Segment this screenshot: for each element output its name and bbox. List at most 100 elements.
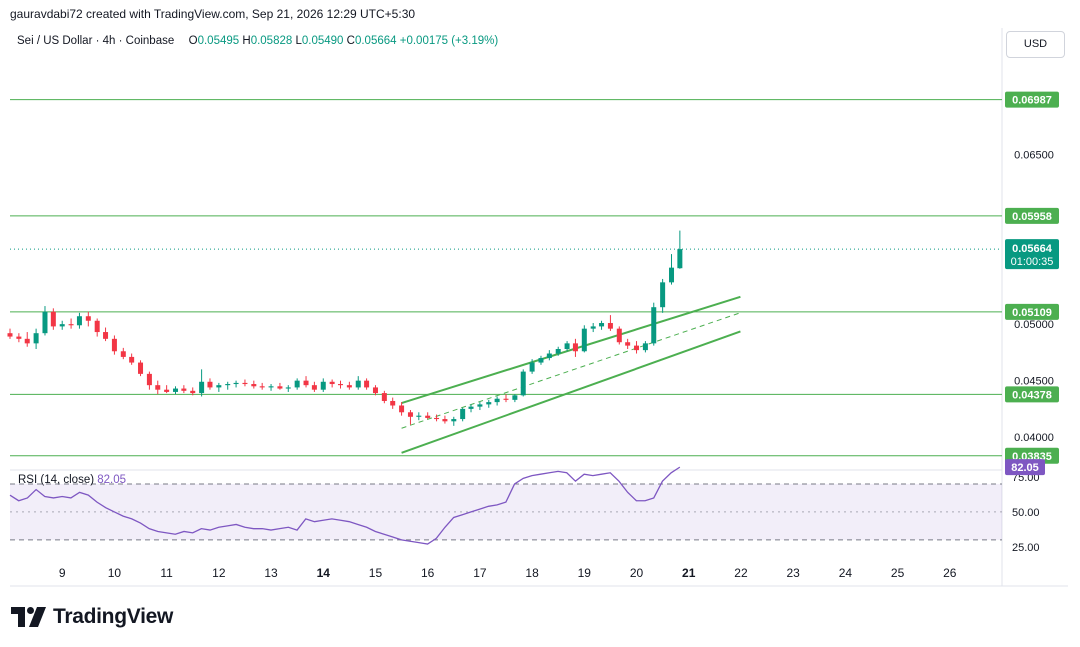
rsi-legend: RSI (14, close) 82.05 [18,474,126,486]
time-tick-label: 19 [578,566,592,580]
candle [642,341,648,353]
candle [33,328,39,350]
candle-body [233,382,239,385]
candle [460,407,466,422]
level-price-badge [1005,207,1059,224]
candle [329,379,335,388]
candle [669,254,675,285]
candle [277,382,283,390]
candle-body [407,412,413,417]
candle-body [16,336,22,339]
candle-body [120,351,126,357]
last-price-badge [1005,239,1059,270]
candle [337,380,343,389]
rsi-value-label: 82.05 [1011,462,1039,474]
candle [364,378,370,390]
candle-body [425,415,431,418]
candle-body [85,316,91,321]
candle-body [111,338,117,352]
time-tick-label: 14 [317,566,331,580]
open-label: O [188,35,198,47]
candle [7,328,13,339]
candle-body [164,389,170,392]
time-tick-label: 17 [473,566,487,580]
time-tick-label: 20 [630,566,644,580]
close-value: 0.05664 [354,35,397,47]
candle-body [242,382,248,385]
candle-body [24,338,30,344]
candle [138,360,144,377]
candle-body [311,385,317,390]
candle [259,382,265,390]
candle [555,346,561,356]
candle [564,341,570,352]
time-tick-label: 26 [943,566,957,580]
candle [190,387,196,396]
candle-body [103,332,109,339]
candle [477,402,483,411]
candle [311,381,317,392]
candle [173,386,179,395]
tradingview-logo[interactable]: TradingView [11,604,173,630]
candle-body [7,333,13,337]
candle-body [451,419,457,422]
candle [346,381,352,390]
candle [216,382,222,392]
candle-body [146,373,152,386]
candle [68,318,74,329]
candle [233,380,239,388]
symbol-label[interactable]: Sei / US Dollar · 4h · Coinbase [17,35,175,47]
change-value: +0.00175 (+3.19%) [399,35,499,47]
currency-button[interactable]: USD [1006,31,1065,58]
candle [512,394,518,403]
candle-body [651,307,657,344]
low-value: 0.05490 [301,35,344,47]
candle [599,320,605,330]
time-tick-label: 10 [108,566,122,580]
candle-body [590,326,596,329]
candle-body [512,395,518,400]
level-price-badge [1005,91,1059,108]
candle-body [599,323,605,327]
candle [625,338,631,350]
candle [199,369,205,397]
rsi-legend-value: 82.05 [97,474,127,486]
candle-body [416,415,422,417]
channel-lower-line [401,330,741,454]
candle [660,278,666,313]
candle-body [268,386,274,388]
candle [85,311,91,327]
time-tick-label: 22 [734,566,748,580]
rsi-band-fill [10,483,1002,540]
price-tick-label: 0.05000 [1014,319,1054,331]
candle [503,394,509,403]
candle [129,353,135,365]
close-label: C [346,35,355,47]
candle-body [372,387,378,394]
rsi-value-badge [1005,459,1045,476]
candle-body [199,381,205,394]
candle [268,384,274,391]
candle [120,347,126,360]
candle [434,414,440,422]
candle [155,380,161,395]
price-tick-label: 0.06500 [1014,150,1054,162]
candle-body [68,324,74,326]
candle-body [251,384,257,387]
candle-body [494,398,500,403]
time-tick-label: 11 [160,566,173,580]
candle [181,385,187,394]
candle-body [477,404,483,407]
candle-body [616,328,622,343]
candle [425,412,431,420]
candle-body [581,328,587,352]
candle-body [572,343,578,352]
last-price-label: 0.05664 [1012,243,1053,255]
rsi-label[interactable]: RSI (14, close) [18,474,95,486]
candle [381,390,387,404]
time-tick-label: 24 [839,566,853,580]
candle-body [660,282,666,308]
candle-body [607,323,613,329]
candle-body [337,384,343,386]
